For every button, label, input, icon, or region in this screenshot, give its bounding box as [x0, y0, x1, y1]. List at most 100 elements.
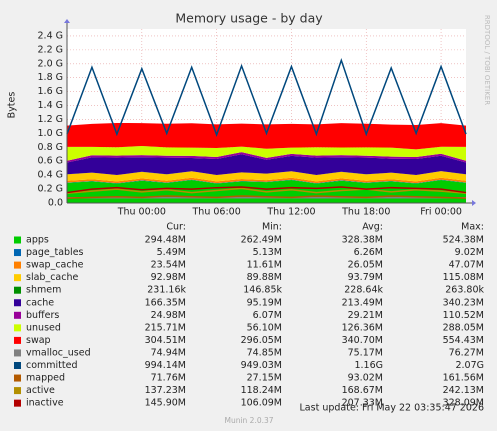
stat-value: 554.43M [443, 335, 484, 346]
stat-value: 5.49M [157, 247, 186, 258]
stat-value: 29.21M [348, 310, 383, 321]
stat-value: 242.13M [443, 385, 484, 396]
watermark: RRDTOOL / TOBI OETIKER [483, 15, 491, 105]
area [67, 179, 466, 184]
stat-value: 6.07M [253, 310, 282, 321]
stat-value: 168.67M [342, 385, 383, 396]
legend-swatch [14, 349, 21, 357]
stat-value: 26.05M [348, 260, 383, 271]
legend-swatch [14, 286, 21, 294]
stat-value: 93.02M [348, 373, 383, 384]
legend-label: inactive [26, 398, 64, 409]
stat-value: 296.05M [241, 335, 282, 346]
legend-swatch [14, 311, 21, 319]
stat-value: 74.85M [247, 347, 282, 358]
y-tick-label: 0.0 [48, 198, 63, 209]
y-tick-label: 0.4 G [38, 170, 64, 181]
legend-label: page_tables [26, 247, 84, 258]
y-tick-label: 0.6 G [38, 156, 64, 167]
legend-label: mapped [26, 373, 65, 384]
y-axis-label: Bytes [7, 92, 18, 119]
stat-value: 5.13M [253, 247, 282, 258]
line [66, 57, 467, 137]
stat-value: 23.54M [151, 260, 186, 271]
stat-value: 106.09M [241, 398, 282, 409]
legend-label: swap [26, 335, 51, 346]
stat-value: 137.23M [145, 385, 186, 396]
y-tick-label: 2.4 G [38, 30, 64, 41]
legend-swatch [14, 261, 21, 269]
stat-value: 110.52M [443, 310, 484, 321]
stat-value: 166.35M [145, 297, 186, 308]
stat-value: 75.17M [348, 347, 383, 358]
stat-value: 340.70M [342, 335, 383, 346]
y-tick-label: 1.4 G [38, 100, 64, 111]
stat-value: 304.51M [145, 335, 186, 346]
y-tick-label: 1.6 G [38, 86, 64, 97]
stat-value: 994.14M [145, 360, 186, 371]
y-tick-label: 1.0 G [38, 128, 64, 139]
stat-header: Max: [461, 222, 484, 233]
axis-arrow [64, 19, 70, 23]
stat-value: 228.64k [344, 285, 383, 296]
stat-value: 11.61M [247, 260, 282, 271]
legend-label: swap_cache [26, 260, 84, 271]
stat-header: Min: [262, 222, 282, 233]
stat-value: 294.48M [145, 235, 186, 246]
legend-swatch [14, 236, 21, 244]
y-tick-label: 2.2 G [38, 44, 64, 55]
stat-value: 56.10M [247, 322, 282, 333]
stat-value: 145.90M [145, 398, 186, 409]
legend-swatch [14, 324, 21, 332]
area [67, 152, 466, 163]
area [67, 171, 466, 182]
stat-value: 6.26M [354, 247, 383, 258]
stat-value: 340.23M [443, 297, 484, 308]
stat-value: 263.80k [445, 285, 484, 296]
legend-swatch [14, 249, 21, 257]
x-tick-label: Thu 18:00 [341, 207, 390, 218]
stat-value: 24.98M [151, 310, 186, 321]
stat-value: 328.38M [342, 235, 383, 246]
legend-swatch [14, 362, 21, 369]
stat-value: 76.27M [449, 347, 484, 358]
area [67, 146, 466, 161]
y-tick-label: 0.2 G [38, 184, 64, 195]
stat-header: Cur: [166, 222, 186, 233]
legend-label: cache [26, 297, 54, 308]
axis-arrow [472, 200, 476, 206]
legend-label: vmalloc_used [26, 347, 91, 358]
stat-value: 9.02M [455, 247, 484, 258]
legend-label: slab_cache [26, 272, 78, 283]
x-tick-label: Thu 12:00 [266, 207, 315, 218]
legend-swatch [14, 274, 21, 282]
legend-label: unused [26, 322, 61, 333]
x-tick-label: Thu 06:00 [192, 207, 241, 218]
stat-value: 95.19M [247, 297, 282, 308]
line [66, 187, 467, 195]
stat-value: 126.36M [342, 322, 383, 333]
chart-title: Memory usage - by day [175, 11, 323, 26]
y-tick-label: 2.0 G [38, 58, 64, 69]
y-tick-label: 0.8 G [38, 142, 64, 153]
area [67, 122, 466, 150]
area [67, 177, 466, 184]
stat-value: 161.56M [443, 373, 484, 384]
stat-value: 146.85k [243, 285, 282, 296]
stat-value: 328.09M [443, 398, 484, 409]
stat-header: Avg: [362, 222, 383, 233]
stat-value: 949.03M [241, 360, 282, 371]
legend-label: apps [26, 235, 49, 246]
x-tick-label: Fri 00:00 [420, 207, 462, 218]
legend-swatch [14, 299, 21, 307]
stat-value: 71.76M [151, 373, 186, 384]
legend-label: buffers [26, 310, 59, 321]
stat-value: 288.05M [443, 322, 484, 333]
stat-value: 47.07M [449, 260, 484, 271]
stat-value: 115.08M [443, 272, 484, 283]
legend-label: committed [26, 360, 78, 371]
stat-value: 74.94M [151, 347, 186, 358]
stat-value: 1.16G [354, 360, 383, 371]
